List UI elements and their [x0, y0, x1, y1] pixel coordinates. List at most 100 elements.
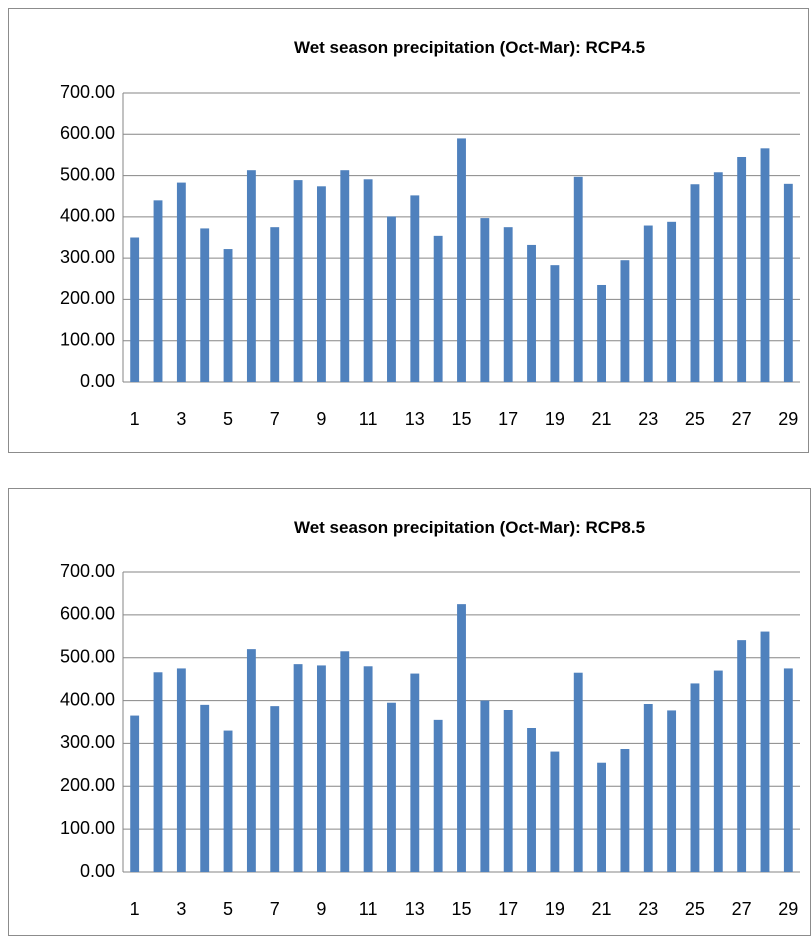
bar: [457, 604, 466, 872]
x-tick-label: 3: [176, 409, 186, 429]
y-tick-label: 500.00: [60, 164, 115, 184]
x-tick-label: 15: [451, 409, 471, 429]
y-tick-label: 400.00: [60, 206, 115, 226]
bar: [620, 260, 630, 382]
bar: [316, 665, 326, 872]
bar: [667, 221, 677, 382]
x-tick-label: 7: [270, 409, 280, 429]
x-tick-label: 5: [223, 409, 233, 429]
y-tick-label: 600.00: [60, 604, 115, 624]
y-tick-label: 200.00: [60, 288, 115, 308]
bar: [223, 730, 233, 872]
y-tick-label: 600.00: [60, 123, 115, 143]
bar: [713, 670, 723, 872]
x-tick-label: 17: [498, 409, 518, 429]
x-tick-label: 25: [685, 409, 705, 429]
bar: [270, 706, 280, 872]
x-tick-label: 23: [638, 899, 658, 919]
bar: [176, 668, 186, 872]
bar: [480, 700, 490, 872]
x-tick-label: 9: [316, 409, 326, 429]
bar: [433, 719, 443, 872]
x-tick-label: 5: [223, 899, 233, 919]
x-tick-label: 13: [405, 899, 425, 919]
bar: [783, 668, 793, 872]
bar: [246, 649, 256, 872]
bar: [760, 631, 770, 872]
bar: [387, 216, 396, 382]
x-tick-label: 27: [732, 899, 752, 919]
bar: [316, 186, 326, 382]
y-tick-label: 300.00: [60, 247, 115, 267]
x-tick-label: 27: [732, 409, 752, 429]
bar: [153, 672, 163, 872]
bar: [783, 183, 793, 382]
chart-frame: [8, 8, 809, 453]
bar: [480, 218, 490, 382]
bar: [527, 244, 536, 382]
x-tick-label: 9: [316, 899, 326, 919]
y-tick-label: 500.00: [60, 646, 115, 666]
x-tick-label: 11: [359, 899, 378, 919]
y-tick-label: 300.00: [60, 732, 115, 752]
y-tick-label: 0.00: [80, 371, 115, 391]
x-tick-label: 1: [130, 899, 140, 919]
bar: [503, 710, 513, 872]
y-tick-label: 0.00: [80, 861, 115, 881]
bar: [550, 265, 560, 382]
x-tick-label: 21: [592, 899, 612, 919]
bar: [550, 751, 560, 872]
bar: [223, 249, 233, 382]
bar: [760, 148, 770, 382]
bar: [387, 702, 396, 872]
bar: [597, 762, 607, 872]
bar: [620, 749, 630, 872]
y-tick-label: 700.00: [60, 82, 115, 102]
y-tick-label: 100.00: [60, 818, 115, 838]
bar: [573, 672, 583, 872]
chart-frame: [8, 488, 811, 936]
bar: [690, 184, 700, 382]
bar: [176, 182, 186, 382]
x-tick-label: 29: [778, 899, 798, 919]
x-tick-label: 1: [130, 409, 140, 429]
bar: [363, 666, 373, 872]
x-tick-label: 29: [778, 409, 798, 429]
x-tick-label: 3: [176, 899, 186, 919]
bar: [433, 235, 443, 382]
bar: [153, 200, 163, 382]
bar: [737, 156, 747, 382]
bar: [643, 225, 653, 382]
bar: [573, 176, 583, 382]
x-tick-label: 7: [270, 899, 280, 919]
bar: [527, 728, 536, 872]
bar: [340, 170, 350, 382]
bar: [340, 651, 350, 872]
bar: [200, 704, 210, 872]
x-tick-label: 21: [592, 409, 612, 429]
bar: [713, 172, 723, 382]
x-tick-label: 25: [685, 899, 705, 919]
bar: [457, 138, 466, 382]
x-tick-label: 19: [545, 899, 565, 919]
bar: [270, 227, 280, 382]
bar: [690, 683, 700, 872]
bar: [597, 284, 607, 382]
bar: [503, 227, 513, 382]
x-tick-label: 23: [638, 409, 658, 429]
bar: [667, 710, 677, 872]
y-tick-label: 100.00: [60, 329, 115, 349]
x-tick-label: 19: [545, 409, 565, 429]
bar: [200, 228, 210, 382]
bar: [737, 640, 747, 872]
x-tick-label: 17: [498, 899, 518, 919]
bar: [130, 237, 140, 382]
chart-title: Wet season precipitation (Oct-Mar): RCP4…: [294, 38, 645, 57]
bar: [293, 180, 303, 382]
x-tick-label: 13: [405, 409, 425, 429]
x-tick-label: 11: [359, 409, 378, 429]
bar: [643, 704, 653, 872]
bar: [293, 664, 303, 872]
bar: [410, 673, 420, 872]
